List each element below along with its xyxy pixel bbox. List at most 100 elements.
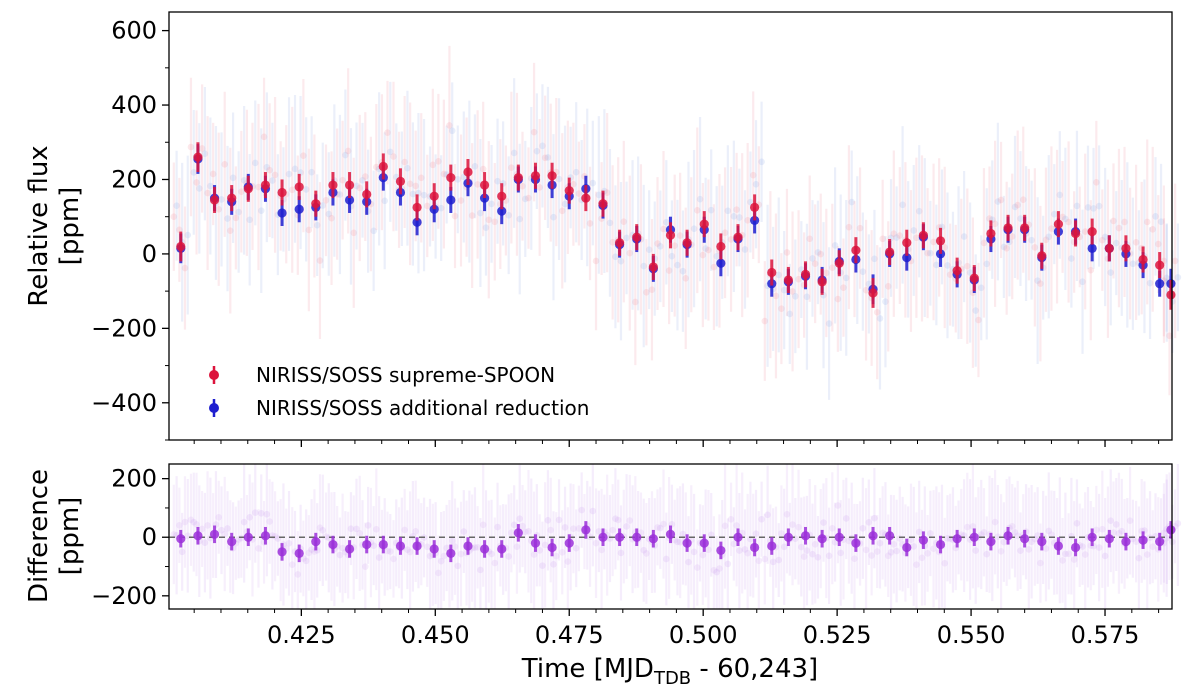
unbinned-point bbox=[1045, 527, 1053, 535]
unbinned-point bbox=[617, 549, 625, 557]
unbinned-point bbox=[240, 177, 248, 184]
unbinned-point bbox=[1081, 551, 1089, 558]
additional-reduction-point bbox=[277, 208, 287, 218]
unbinned-point bbox=[606, 219, 614, 227]
flux-ytick-label: −200 bbox=[91, 314, 157, 342]
unbinned-point bbox=[519, 182, 526, 190]
unbinned-point bbox=[592, 539, 600, 547]
unbinned-point bbox=[269, 177, 276, 184]
unbinned-point bbox=[690, 548, 698, 556]
unbinned-point bbox=[555, 516, 563, 524]
difference-ylabel-line-1: Difference bbox=[24, 469, 54, 603]
unbinned-point bbox=[539, 562, 546, 569]
unbinned-point bbox=[682, 275, 690, 282]
unbinned-point bbox=[510, 149, 518, 157]
unbinned-point bbox=[440, 552, 448, 560]
unbinned-point bbox=[617, 257, 625, 265]
difference-point bbox=[1087, 532, 1097, 542]
unbinned-point bbox=[477, 209, 484, 217]
unbinned-point bbox=[285, 539, 293, 547]
unbinned-point bbox=[814, 553, 822, 561]
additional-reduction-point bbox=[902, 253, 912, 263]
unbinned-point bbox=[879, 529, 886, 537]
unbinned-point bbox=[879, 235, 886, 243]
unbinned-point bbox=[724, 207, 732, 215]
supreme-spoon-point bbox=[918, 230, 928, 240]
difference-point bbox=[209, 529, 220, 539]
unbinned-point bbox=[761, 317, 769, 325]
unbinned-point bbox=[336, 191, 344, 198]
unbinned-point bbox=[1059, 557, 1066, 564]
difference-point bbox=[311, 537, 321, 547]
supreme-spoon-point bbox=[783, 275, 793, 285]
unbinned-point bbox=[541, 154, 549, 162]
unbinned-point bbox=[257, 207, 265, 214]
unbinned-point bbox=[713, 568, 720, 576]
unbinned-point bbox=[181, 518, 189, 526]
unbinned-point bbox=[859, 524, 867, 532]
difference-point bbox=[497, 544, 507, 554]
unbinned-point bbox=[1059, 213, 1066, 221]
unbinned-point bbox=[460, 528, 468, 535]
unbinned-point bbox=[1126, 517, 1134, 524]
supreme-spoon-point bbox=[733, 232, 743, 242]
unbinned-point bbox=[660, 520, 667, 528]
unbinned-point bbox=[187, 143, 195, 151]
unbinned-point bbox=[693, 564, 701, 571]
supreme-spoon-point bbox=[885, 247, 895, 257]
unbinned-point bbox=[448, 537, 456, 545]
unbinned-point bbox=[266, 518, 273, 525]
unbinned-point bbox=[758, 515, 765, 523]
unbinned-point bbox=[575, 525, 583, 532]
supreme-spoon-point bbox=[817, 277, 827, 287]
unbinned-point bbox=[676, 538, 684, 546]
unbinned-point bbox=[890, 230, 898, 238]
unbinned-point bbox=[595, 528, 603, 535]
unbinned-point bbox=[775, 271, 783, 279]
supreme-spoon-point bbox=[497, 191, 507, 201]
unbinned-point bbox=[986, 215, 993, 222]
unbinned-point bbox=[1008, 523, 1016, 530]
unbinned-point bbox=[288, 561, 296, 568]
unbinned-point bbox=[373, 525, 380, 533]
unbinned-point bbox=[589, 179, 597, 187]
unbinned-point bbox=[707, 206, 715, 214]
supreme-spoon-point bbox=[193, 152, 203, 162]
unbinned-point bbox=[876, 315, 884, 322]
supreme-spoon-point bbox=[176, 241, 186, 252]
unbinned-point bbox=[570, 525, 577, 532]
unbinned-point bbox=[657, 243, 664, 250]
unbinned-point bbox=[1099, 525, 1106, 533]
unbinned-point bbox=[550, 213, 557, 221]
unbinned-point bbox=[699, 551, 707, 559]
unbinned-point bbox=[645, 246, 653, 253]
unbinned-point bbox=[741, 546, 749, 553]
supreme-spoon-point bbox=[1037, 251, 1047, 261]
unbinned-point bbox=[674, 538, 681, 546]
unbinned-point bbox=[643, 550, 650, 557]
unbinned-point bbox=[173, 202, 180, 209]
unbinned-point bbox=[972, 307, 979, 314]
unbinned-point bbox=[842, 515, 850, 522]
unbinned-point bbox=[1079, 543, 1086, 550]
unbinned-point bbox=[789, 521, 796, 528]
unbinned-point bbox=[994, 198, 1002, 205]
unbinned-point bbox=[294, 571, 302, 578]
unbinned-point bbox=[834, 502, 842, 509]
unbinned-point bbox=[980, 528, 988, 536]
unbinned-point bbox=[384, 547, 391, 555]
unbinned-point bbox=[699, 251, 707, 259]
unbinned-point bbox=[193, 179, 200, 186]
unbinned-point bbox=[1115, 224, 1123, 232]
difference-point bbox=[733, 532, 743, 542]
unbinned-point bbox=[325, 534, 333, 542]
unbinned-point bbox=[505, 553, 512, 560]
unbinned-point bbox=[1110, 217, 1117, 225]
unbinned-point bbox=[1115, 529, 1123, 537]
unbinned-point bbox=[1132, 538, 1140, 545]
unbinned-point bbox=[851, 555, 858, 562]
unbinned-point bbox=[328, 214, 335, 222]
supreme-spoon-point bbox=[1166, 290, 1176, 300]
difference-point bbox=[834, 532, 844, 542]
supreme-spoon-point bbox=[716, 241, 726, 252]
